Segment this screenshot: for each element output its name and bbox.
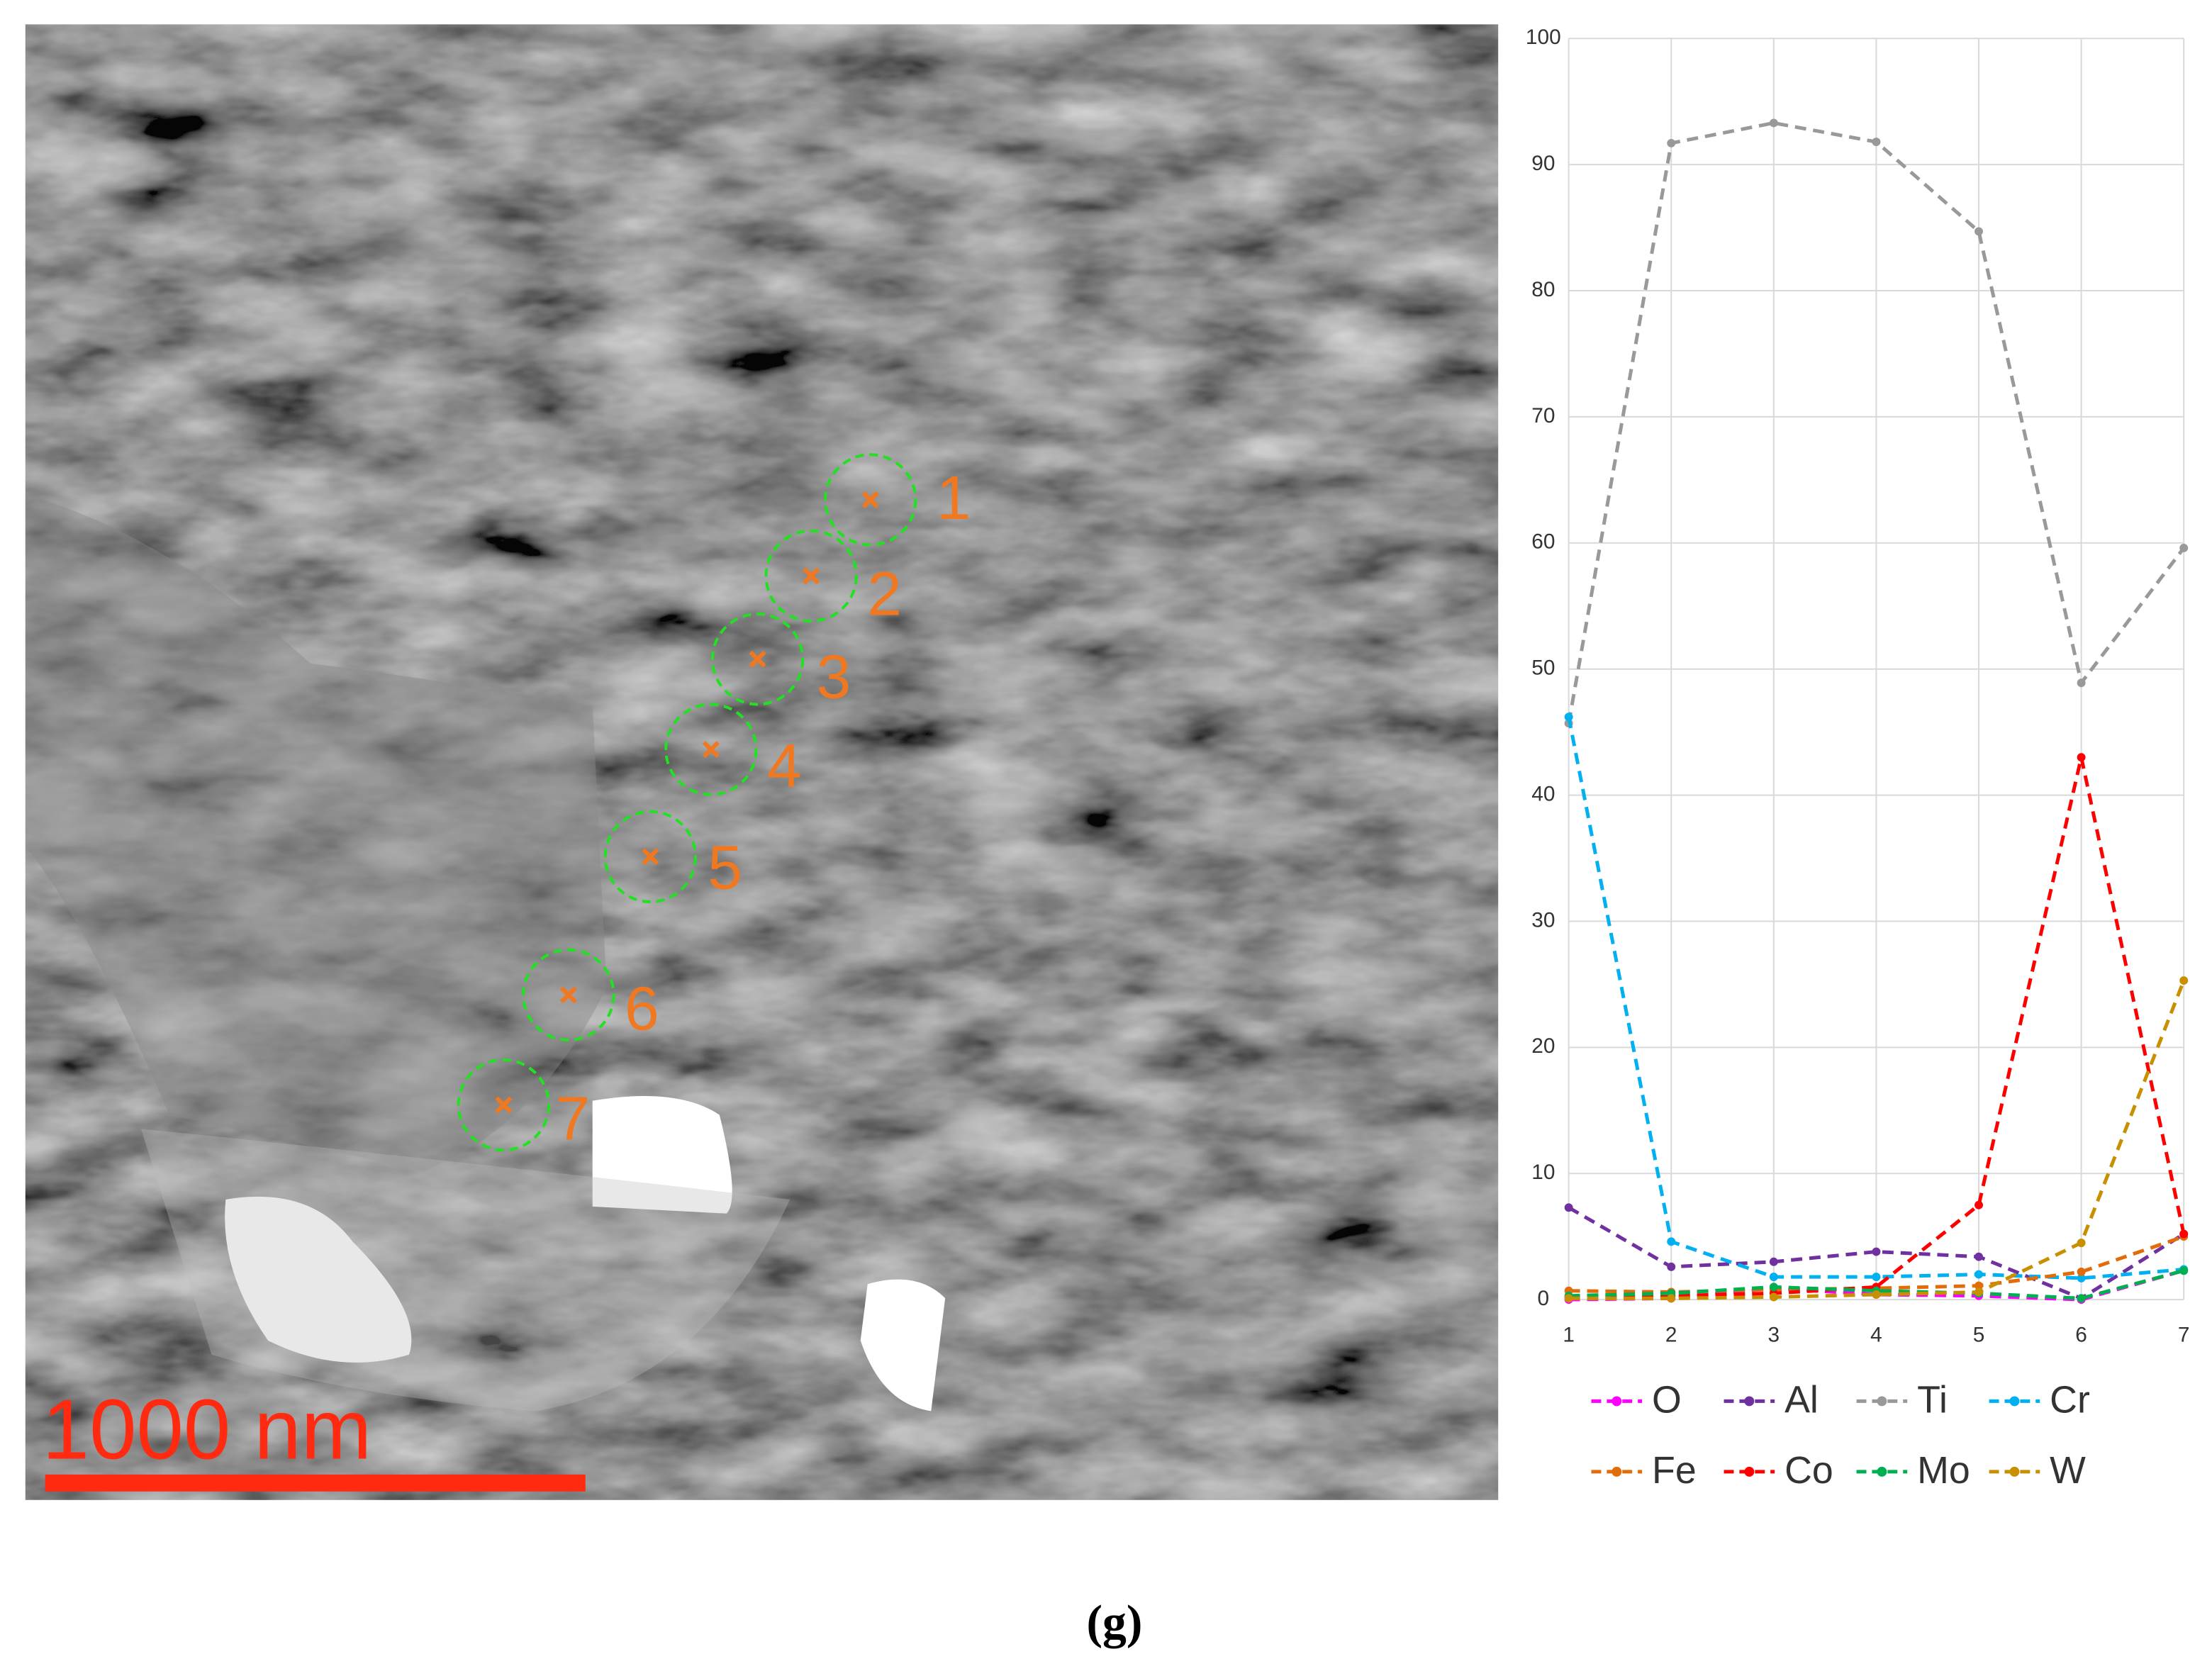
x-tick-label: 7 [2178,1324,2190,1347]
x-tick-label: 5 [1973,1324,1985,1347]
data-point [1667,1294,1676,1303]
analysis-cross [495,1096,513,1114]
legend-dot [1744,1396,1755,1407]
legend-label: Cr [2050,1379,2090,1421]
data-point [2179,976,2189,985]
point-label: 2 [867,559,902,628]
point-label: 7 [556,1084,591,1153]
point-label: 3 [817,642,851,712]
analysis-cross [803,567,820,585]
data-point [1769,118,1778,128]
scale-bar-label: 1000 nm [43,1383,372,1477]
analysis-circle [522,948,615,1042]
data-point [1872,1273,1881,1282]
analysis-circle [764,529,858,623]
data-point [1564,1203,1573,1212]
x-tick-label: 1 [1563,1324,1575,1347]
analysis-circle [603,810,697,904]
data-point [2077,1268,2086,1276]
x-tick-label: 6 [2075,1324,2087,1347]
legend-dot [1744,1466,1755,1477]
data-point [1872,1290,1881,1299]
legend-label: Al [1784,1379,1819,1421]
data-point [1564,712,1573,722]
analysis-circle [457,1058,551,1152]
y-tick-label: 20 [1531,1034,1555,1058]
data-point [2179,1229,2189,1239]
point-label: 1 [937,463,971,532]
data-point [1769,1273,1778,1282]
data-point [2077,753,2086,762]
data-point [2077,678,2086,688]
scale-bar [45,1474,586,1492]
data-point [2077,1239,2086,1248]
point-label: 4 [767,731,802,800]
data-point [1769,1257,1778,1266]
data-point [1974,1270,1983,1279]
analysis-cross [749,650,766,668]
y-tick-label: 70 [1531,404,1555,427]
data-point [1974,1281,1983,1290]
legend-dot [1877,1466,1887,1477]
y-tick-label: 30 [1531,908,1555,932]
y-tick-label: 100 [1526,26,1561,49]
point-label: 5 [708,832,742,902]
analysis-cross [702,741,720,759]
y-tick-label: 0 [1538,1287,1550,1310]
data-point [1872,138,1881,147]
analysis-cross [861,491,879,508]
data-point [2077,1273,2086,1282]
caption: (g) [1087,1595,1143,1648]
legend-dot [1611,1396,1622,1407]
data-point [1564,1294,1573,1303]
x-tick-label: 3 [1768,1324,1780,1347]
data-point [1667,1237,1676,1246]
y-tick-label: 90 [1531,152,1555,175]
data-point [1769,1282,1778,1292]
legend-dot [1611,1466,1622,1477]
legend-label: Co [1784,1449,1833,1492]
data-point [1667,1262,1676,1271]
analysis-cross [559,986,577,1004]
legend-label: Ti [1917,1379,1948,1421]
legend-label: Fe [1652,1449,1697,1492]
legend-dot [2009,1396,2020,1407]
x-tick-label: 4 [1870,1324,1882,1347]
legend-label: O [1652,1379,1682,1421]
analysis-circle [824,453,917,547]
legend-dot [1877,1396,1887,1407]
data-point [2179,1266,2189,1275]
y-tick-label: 80 [1531,278,1555,301]
point-label: 6 [625,973,659,1043]
x-tick-label: 2 [1665,1324,1677,1347]
y-tick-label: 40 [1531,782,1555,805]
line-chart: 0 10 20 30 40 50 60 70 80 90 100 1 2 3 4 5 6 7 O Al Ti Cr Fe Co… [1526,26,2190,1492]
analysis-circle [664,703,758,796]
data-point [1974,1200,1983,1209]
data-point [1872,1247,1881,1256]
y-tick-label: 60 [1531,530,1555,554]
data-point [1667,138,1676,147]
data-point [1974,1252,1983,1261]
data-point [2077,1294,2086,1303]
data-point [1769,1292,1778,1302]
y-tick-label: 50 [1531,656,1555,680]
y-tick-label: 10 [1531,1161,1555,1184]
data-point [2179,543,2189,552]
data-point [1974,1287,1983,1297]
data-point [1974,227,1983,236]
micrograph [25,24,1499,1500]
analysis-cross [642,848,659,866]
legend-dot [2009,1466,2020,1477]
legend-label: W [2050,1449,2086,1492]
analysis-circle [710,613,805,706]
legend-label: Mo [1917,1449,1970,1492]
